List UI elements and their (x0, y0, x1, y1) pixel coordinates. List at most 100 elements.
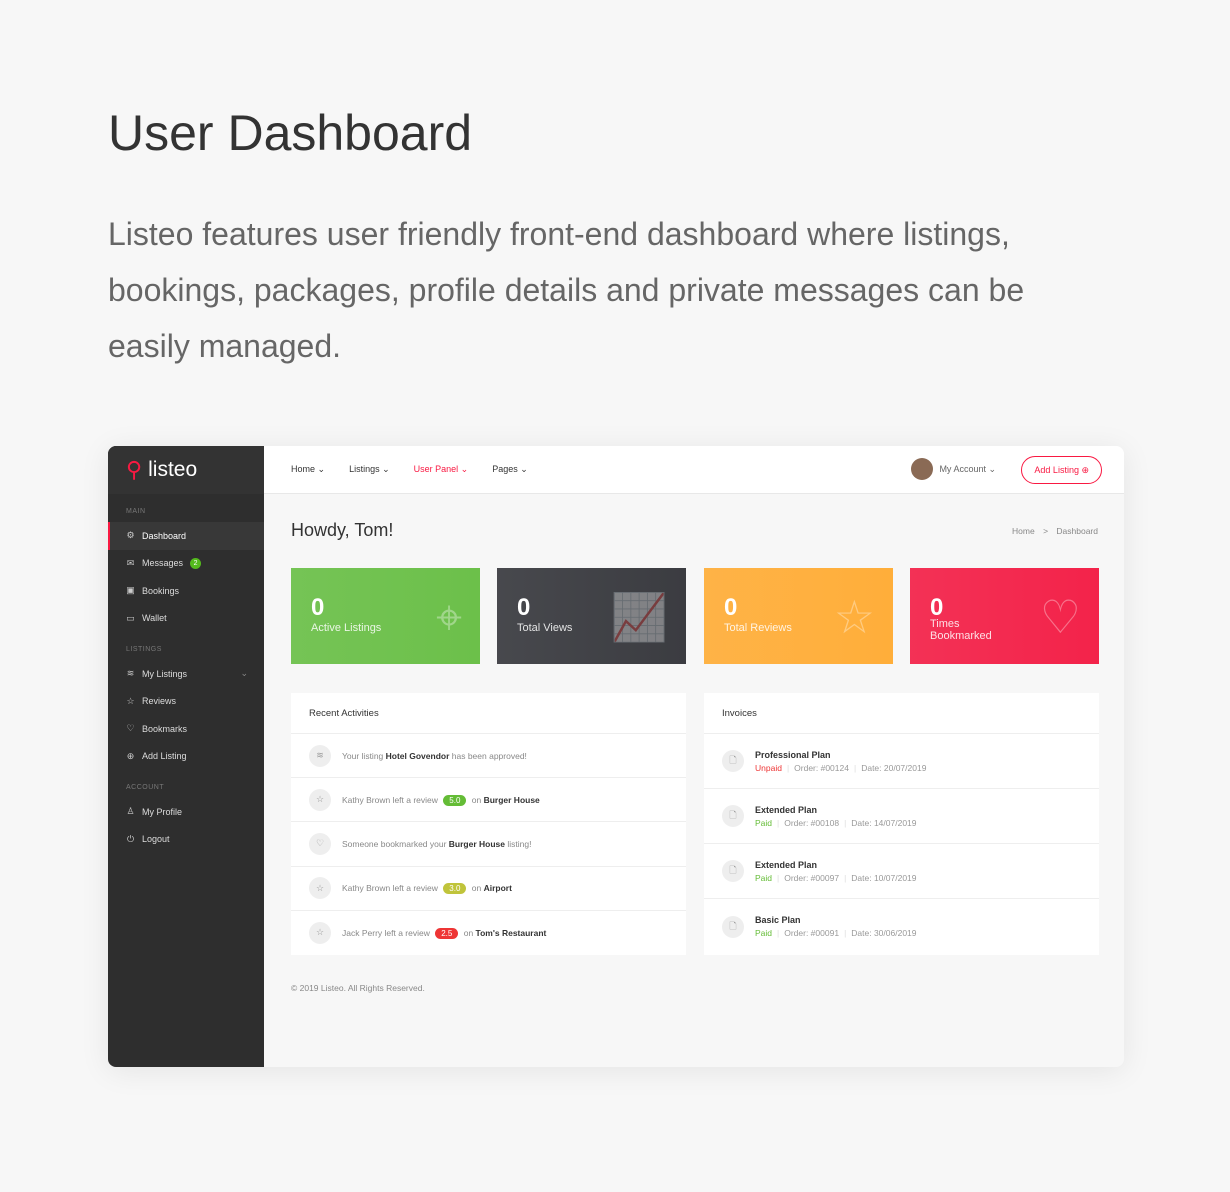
sidebar-item-bookings[interactable]: ▣ Bookings (108, 577, 264, 605)
power-icon: ⏻ (126, 833, 135, 844)
sidebar-item-my-listings[interactable]: ≋ My Listings ⌄ (108, 660, 264, 688)
activity-item: ♡ Someone bookmarked your Burger House l… (291, 822, 686, 867)
footer-copyright: © 2019 Listeo. All Rights Reserved. (291, 983, 425, 993)
invoice-plan: Extended Plan (755, 804, 818, 815)
nav-item-1[interactable]: Listings ⌄ (349, 464, 390, 474)
breadcrumb: Home > Dashboard (1012, 526, 1098, 536)
activity-text: Jack Perry left a review 2.5 on Tom's Re… (342, 927, 547, 939)
layers-icon: ≋ (126, 668, 135, 679)
stat-box-times-bookmarked: 0 Times Bookmarked ♡ (910, 568, 1099, 664)
activity-listing-name[interactable]: Tom's Restaurant (475, 927, 547, 938)
invoice-order: Order: #00091 (784, 928, 840, 938)
page-title: User Dashboard (108, 105, 473, 161)
sidebar-item-label: My Listings (142, 668, 188, 679)
breadcrumb-separator: > (1043, 526, 1049, 536)
sidebar-item-label: My Profile (142, 806, 183, 817)
top-navbar: Home ⌄ Listings ⌄ User Panel ⌄ Pages ⌄ My A… (264, 446, 1124, 494)
file-icon: 🗋 (722, 750, 744, 772)
plus-circle-icon: ⊕ (126, 750, 135, 761)
stat-label: Active Listings (311, 622, 382, 634)
invoice-order: Order: #00124 (794, 762, 849, 773)
activity-prefix: Kathy Brown left a review (342, 794, 441, 805)
activity-item: ≋ Your listing Hotel Govendor has been a… (291, 734, 686, 779)
activity-listing-name[interactable]: Burger House (483, 794, 540, 805)
heart-icon: ♡ (309, 832, 331, 855)
activity-listing-name[interactable]: Burger House (448, 838, 505, 849)
pin-logo-icon: ⚲ (126, 457, 143, 482)
greeting: Howdy, Tom! (291, 520, 394, 540)
sidebar-item-add-listing[interactable]: ⊕ Add Listing (108, 743, 264, 771)
star-icon: ☆ (309, 788, 331, 811)
stat-value: 0 (517, 594, 531, 621)
gear-icon: ⚙ (126, 530, 135, 541)
nav-item-2[interactable]: User Panel ⌄ (413, 464, 469, 474)
sidebar-item-label: Reviews (142, 696, 177, 707)
sidebar-item-label: Messages (142, 558, 184, 569)
invoice-item[interactable]: 🗋 Extended Plan Paid | Order: #00097 | Date:… (704, 844, 1099, 899)
envelope-icon: ✉ (126, 557, 135, 568)
activity-mid: on (469, 883, 484, 894)
activity-prefix: Your listing (342, 750, 386, 761)
stat-label: Total Views (517, 622, 573, 634)
activity-suffix: listing! (505, 838, 532, 849)
file-icon: 🗋 (722, 860, 744, 882)
sidebar: ⚲ listeo MAIN ⚙ Dashboard ✉ Messages 2 ▣… (108, 446, 264, 1067)
sidebar-item-wallet[interactable]: ▭ Wallet (108, 605, 264, 633)
page-description: Listeo features user friendly front-end … (108, 216, 1025, 364)
nav-item-0[interactable]: Home ⌄ (291, 464, 326, 474)
sidebar-item-my-profile[interactable]: ♙ My Profile (108, 798, 264, 826)
stat-label: Total Reviews (724, 622, 792, 634)
invoice-plan: Extended Plan (755, 859, 818, 870)
breadcrumb-current: Dashboard (1056, 526, 1098, 536)
activity-listing-name[interactable]: Airport (483, 883, 512, 894)
sidebar-item-messages[interactable]: ✉ Messages 2 (108, 550, 264, 578)
stat-value: 0 (724, 594, 738, 621)
logo[interactable]: ⚲ listeo (108, 446, 264, 494)
my-account-label: My Account ⌄ (939, 463, 996, 474)
star-icon: ☆ (126, 695, 135, 706)
rating-badge: 2.5 (435, 927, 459, 939)
panel-title: Invoices (704, 693, 1099, 734)
heart-icon: ♡ (1039, 591, 1081, 643)
invoice-date: Date: 10/07/2019 (851, 872, 917, 883)
recent-activities-panel: Recent Activities ≋ Your listing Hotel G… (291, 693, 686, 955)
activity-item: ☆ Kathy Brown left a review 3.0 on Airpo… (291, 867, 686, 911)
invoice-date: Date: 30/06/2019 (851, 928, 917, 938)
activity-listing-name[interactable]: Hotel Govendor (385, 750, 450, 761)
wallet-icon: ▭ (126, 612, 135, 623)
invoice-status: Paid (755, 928, 773, 938)
stat-label: Times Bookmarked (930, 618, 992, 642)
sidebar-item-bookmarks[interactable]: ♡ Bookmarks (108, 715, 264, 743)
invoice-status: Unpaid (755, 762, 782, 773)
add-listing-button[interactable]: Add Listing ⊕ (1021, 456, 1102, 484)
stat-box-total-views: 0 Total Views 📈 (497, 568, 686, 664)
activity-text: Your listing Hotel Govendor has been app… (342, 751, 527, 761)
invoice-status: Paid (755, 817, 773, 828)
sidebar-item-reviews[interactable]: ☆ Reviews (108, 688, 264, 716)
breadcrumb-home[interactable]: Home (1012, 526, 1035, 536)
activity-text: Kathy Brown left a review 5.0 on Burger … (342, 794, 540, 806)
activity-prefix: Jack Perry left a review (342, 927, 433, 938)
activity-item: ☆ Kathy Brown left a review 5.0 on Burge… (291, 778, 686, 823)
sidebar-item-logout[interactable]: ⏻ Logout (108, 826, 264, 854)
nav-item-3[interactable]: Pages ⌄ (492, 464, 528, 474)
invoice-item[interactable]: 🗋 Extended Plan Paid | Order: #00108 | Date:… (704, 789, 1099, 844)
invoice-item[interactable]: 🗋 Basic Plan Paid | Order: #00091 | Date: 30… (704, 899, 1099, 954)
activity-text: Someone bookmarked your Burger House lis… (342, 839, 531, 849)
dashboard-screenshot: ⚲ listeo MAIN ⚙ Dashboard ✉ Messages 2 ▣… (108, 446, 1124, 1067)
sidebar-item-dashboard[interactable]: ⚙ Dashboard (108, 522, 264, 550)
rating-badge: 5.0 (443, 794, 467, 806)
star-icon: ☆ (309, 921, 331, 944)
sidebar-section-label: ACCOUNT (126, 784, 165, 791)
activity-prefix: Kathy Brown left a review (342, 883, 441, 894)
layers-icon: ≋ (309, 744, 331, 767)
file-icon: 🗋 (722, 805, 744, 827)
invoice-date: Date: 14/07/2019 (851, 817, 917, 828)
invoice-date: Date: 20/07/2019 (861, 762, 927, 773)
my-account-menu[interactable]: My Account ⌄ (911, 458, 996, 480)
invoice-item[interactable]: 🗋 Professional Plan Unpaid | Order: #00124… (704, 734, 1099, 789)
panel-title: Recent Activities (291, 693, 686, 734)
avatar (911, 458, 934, 480)
activity-prefix: Someone bookmarked your (342, 838, 449, 849)
invoice-order: Order: #00108 (784, 817, 840, 828)
